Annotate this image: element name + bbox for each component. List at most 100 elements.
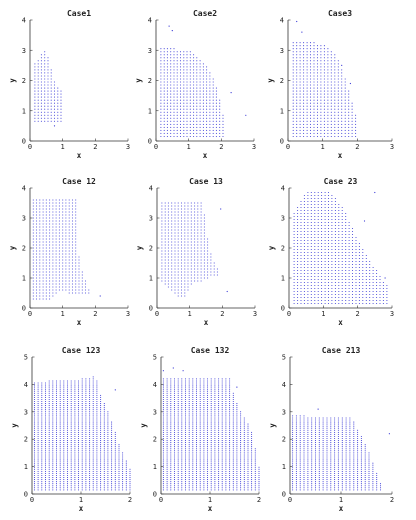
scatter-point [176,114,178,116]
scatter-point [103,403,105,405]
scatter-point [164,220,166,222]
y-tick-label: 3 [148,47,152,55]
scatter-point [65,208,67,210]
scatter-point [292,45,294,47]
scatter-point [177,220,179,222]
scatter-point [184,435,187,438]
scatter-point [48,472,50,474]
scatter-point [107,440,109,442]
scatter-point [162,425,164,427]
scatter-point [299,102,301,104]
scatter-point [52,289,54,291]
scatter-point [184,472,187,474]
scatter-point [118,456,120,458]
scatter-point [186,129,188,131]
scatter-point [376,269,378,272]
scatter-point [334,78,336,80]
scatter-point [337,114,339,116]
scatter-point [118,485,120,487]
scatter-point [184,226,186,228]
scatter-point [85,452,87,454]
scatter-point [355,278,357,281]
scatter-point [81,462,83,464]
scatter-point [74,409,76,411]
scatter-point [58,202,60,204]
scatter-point [199,380,201,382]
scatter-point [297,212,299,215]
scatter-point [195,450,198,452]
scatter-point [59,470,61,472]
scatter-point [62,235,64,237]
scatter-point [114,460,116,462]
scatter-point [330,75,332,77]
scatter-point [42,256,44,258]
scatter-point [52,226,54,228]
scatter-point [59,409,61,411]
scatter-point [44,108,46,110]
scatter-point [362,257,364,260]
scatter-point [183,75,185,77]
scatter-point [338,221,340,224]
scatter-point [188,466,190,468]
scatter-point [296,66,298,68]
scatter-point [307,245,309,248]
scatter-point [293,266,295,269]
scatter-point [199,435,201,438]
scatter-point [314,203,316,206]
scatter-point [177,405,179,407]
scatter-point [184,217,186,219]
scatter-point [37,444,39,446]
scatter-point [187,238,189,240]
scatter-point [330,69,332,71]
scatter-point [183,99,185,101]
scatter-point [49,292,51,294]
scatter-point [341,254,343,257]
scatter-point [199,114,201,116]
scatter-point [62,274,64,276]
scatter-point [75,214,77,216]
scatter-point [341,290,343,293]
scatter-point [171,238,173,240]
scatter-point [162,419,164,421]
scatter-point [351,129,353,131]
scatter-point [321,278,323,281]
scatter-point [176,69,178,71]
scatter-point [166,117,168,119]
scatter-point [81,398,83,401]
scatter-point [77,419,80,421]
scatter-point [37,405,39,407]
scatter-point [180,286,183,288]
scatter-point [179,117,182,119]
scatter-point [62,259,64,261]
scatter-point [331,302,333,305]
scatter-point [207,265,209,267]
scatter-point [39,199,41,201]
scatter-point [310,296,312,299]
scatter-point [100,427,102,429]
scatter-point [96,415,98,417]
scatter-point [48,466,50,468]
scatter-point [189,63,191,65]
scatter-point [58,280,60,282]
scatter-point [96,450,98,452]
scatter-point [341,296,343,299]
scatter-point [75,271,77,273]
scatter-point [299,42,301,44]
scatter-point [317,299,319,302]
scatter-point [37,63,39,65]
scatter-point [323,45,325,47]
scatter-point [296,96,298,98]
scatter-point [179,51,182,53]
scatter-point [358,284,360,287]
scatter-point [327,48,329,50]
scatter-point [59,382,61,384]
scatter-point [193,102,195,104]
scatter-point [320,66,322,68]
scatter-point [177,456,179,458]
scatter-point [365,299,367,302]
scatter-point [222,123,224,125]
scatter-point [33,448,36,450]
scatter-point [303,221,305,224]
scatter-point [184,220,186,222]
scatter-point [348,269,350,272]
